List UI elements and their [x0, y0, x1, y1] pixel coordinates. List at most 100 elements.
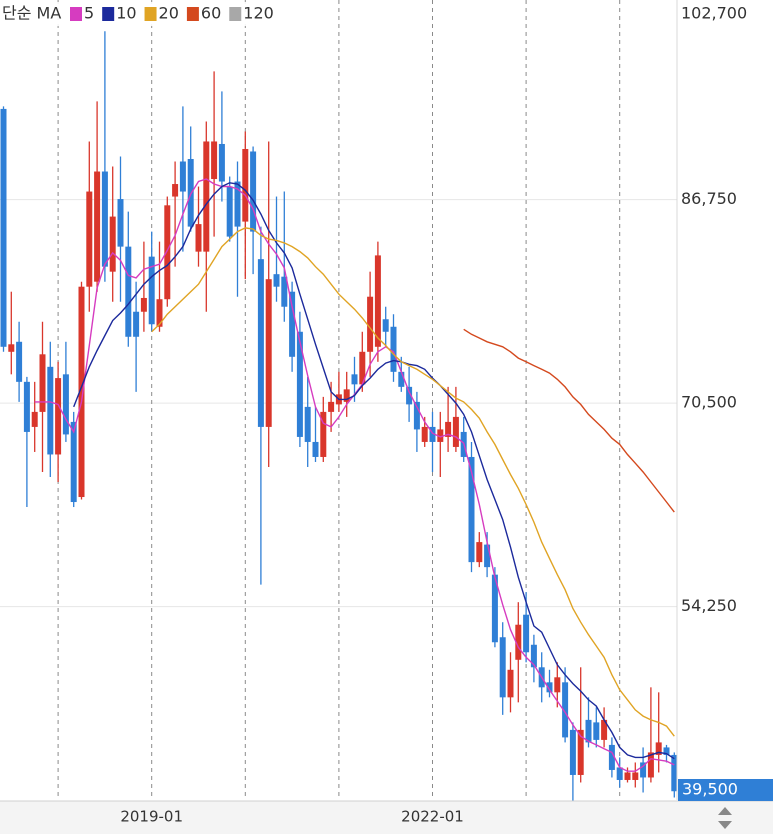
- candle-body: [640, 762, 647, 778]
- candle-body: [156, 299, 163, 327]
- ma-line: [73, 182, 675, 760]
- candle-body: [562, 682, 569, 738]
- price-marker-box: [678, 779, 773, 801]
- candle-body: [663, 747, 670, 755]
- candle-body: [140, 297, 147, 312]
- candle-body: [117, 199, 124, 247]
- y-tick-label: 54,250: [681, 596, 737, 615]
- candle-body: [281, 276, 288, 307]
- y-axis: 54,250 70,500 86,750 102,700: [681, 4, 747, 616]
- candle-body: [94, 171, 101, 282]
- candle-body: [515, 624, 522, 660]
- candle-body: [70, 421, 77, 503]
- candle-body: [148, 256, 155, 325]
- candle-body: [62, 374, 69, 435]
- candle-body: [499, 637, 506, 698]
- candle-body: [585, 719, 592, 743]
- legend: 단순 MA 5 10 20 60 120: [0, 2, 274, 26]
- candle-body: [86, 191, 93, 287]
- candle-body: [452, 416, 459, 447]
- candle-body: [655, 742, 662, 755]
- legend-background: [0, 2, 262, 26]
- candle-body: [242, 148, 249, 222]
- candle-body: [445, 421, 452, 437]
- candle-body: [23, 381, 30, 432]
- candle-body: [577, 729, 584, 775]
- legend-label: 20: [159, 4, 179, 23]
- scale-down-icon[interactable]: [718, 821, 732, 829]
- scale-up-icon[interactable]: [718, 807, 732, 815]
- candle-body: [413, 401, 420, 430]
- y-tick-label: 102,700: [681, 4, 747, 23]
- candle-body: [593, 722, 600, 740]
- candle-body: [569, 729, 576, 775]
- candle-body: [179, 161, 186, 192]
- candle-body: [250, 151, 257, 232]
- candle-body: [476, 542, 483, 563]
- candle-body: [0, 108, 7, 347]
- ma-line: [151, 227, 675, 737]
- scale-toggle[interactable]: [718, 807, 732, 829]
- legend-swatch: [229, 7, 242, 21]
- candle-body: [406, 386, 413, 405]
- candle-body: [47, 366, 54, 455]
- legend-title: 단순 MA: [2, 4, 61, 23]
- legend-label: 120: [243, 4, 274, 23]
- candle-body: [312, 441, 319, 457]
- candle-body: [616, 767, 623, 780]
- candle-body: [78, 286, 85, 498]
- candle-body: [8, 344, 15, 352]
- candle-body: [624, 772, 631, 780]
- candle-body: [125, 246, 132, 337]
- price-marker: 39,500: [678, 779, 773, 801]
- candle-body: [421, 426, 428, 442]
- candle-body: [39, 354, 46, 412]
- candle-body: [398, 371, 405, 387]
- candle-body: [671, 754, 678, 792]
- candle-body: [328, 401, 335, 412]
- legend-swatch: [186, 7, 199, 21]
- candle-body: [289, 291, 296, 357]
- candle-body: [608, 744, 615, 770]
- x-axis-band: [0, 801, 773, 834]
- candle-body: [429, 426, 436, 442]
- candle-body: [647, 752, 654, 778]
- x-axis: 2019-01 2022-01: [120, 808, 463, 826]
- candle-body: [437, 429, 444, 442]
- candle-body: [226, 186, 233, 237]
- legend-swatch: [102, 7, 115, 21]
- candle-body: [546, 682, 553, 693]
- candle-body: [16, 341, 23, 382]
- candle-body: [632, 772, 639, 780]
- x-tick-label: 2022-01: [401, 808, 464, 826]
- price-marker-label: 39,500: [682, 780, 738, 799]
- candle-body: [320, 411, 327, 457]
- candle-body: [304, 406, 311, 442]
- candle-body: [218, 143, 225, 182]
- y-tick-label: 70,500: [681, 393, 737, 412]
- legend-label: 60: [201, 4, 221, 23]
- candle-body: [203, 141, 210, 252]
- candle-body: [195, 224, 202, 252]
- candle-body: [351, 374, 358, 385]
- ma-line: [34, 178, 675, 772]
- candle-body: [109, 216, 116, 272]
- candle-body: [382, 319, 389, 332]
- candle-body: [234, 181, 241, 227]
- candle-body: [530, 644, 537, 668]
- candle-body: [296, 331, 303, 437]
- candle-body: [211, 141, 218, 180]
- candle-body: [172, 184, 179, 197]
- legend-label: 10: [116, 4, 136, 23]
- legend-swatch: [144, 7, 157, 21]
- candle-body: [390, 326, 397, 372]
- y-tick-label: 86,750: [681, 189, 737, 208]
- candle-body: [359, 351, 366, 385]
- candle-body: [164, 205, 171, 300]
- candle-body: [523, 614, 530, 653]
- candle-body: [343, 389, 350, 402]
